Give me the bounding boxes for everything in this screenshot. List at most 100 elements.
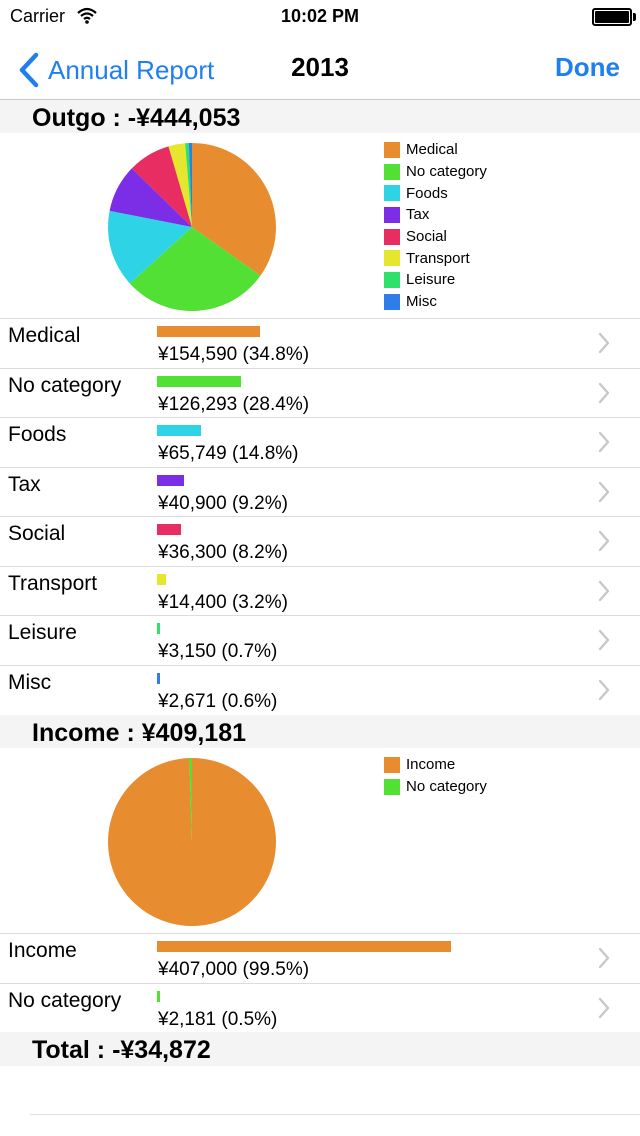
- category-name: Income: [8, 939, 77, 962]
- row-divider: [0, 466, 640, 468]
- legend-label: Social: [406, 228, 447, 246]
- category-amount: ¥126,293 (28.4%): [158, 393, 310, 415]
- category-amount: ¥40,900 (9.2%): [158, 492, 288, 514]
- income-legend-item: Income: [384, 754, 487, 776]
- row-divider: [0, 664, 640, 666]
- legend-swatch: [384, 250, 400, 267]
- amount-bar: [157, 326, 260, 337]
- outgo-row-leisure[interactable]: Leisure ¥3,150 (0.7%): [0, 615, 640, 664]
- category-name: Transport: [8, 571, 98, 595]
- legend-label: Tax: [406, 206, 430, 224]
- outgo-slice-transport: [168, 143, 192, 227]
- outgo-slice-tax: [109, 168, 192, 227]
- back-label: Annual Report: [48, 54, 215, 85]
- outgo-row-medical[interactable]: Medical ¥154,590 (34.8%): [0, 318, 640, 367]
- outgo-pie-chart: [107, 143, 276, 311]
- chevron-right-icon: [598, 481, 610, 502]
- category-name: No category: [8, 988, 122, 1012]
- amount-bar: [157, 425, 201, 436]
- legend-label: No category: [406, 778, 487, 796]
- done-button[interactable]: Done: [555, 52, 620, 82]
- chevron-right-icon: [598, 997, 610, 1018]
- navigation-bar: Annual Report 2013 Done: [0, 40, 640, 100]
- category-amount: ¥65,749 (14.8%): [158, 443, 299, 464]
- status-bar: Carrier 10:02 PM: [0, 0, 640, 40]
- chevron-right-icon: [598, 530, 610, 552]
- category-amount: ¥36,300 (8.2%): [158, 542, 288, 563]
- amount-bar: [157, 990, 160, 1002]
- income-section-header: Income : ¥409,181: [0, 715, 640, 748]
- amount-bar: [157, 524, 182, 535]
- legend-swatch: [384, 206, 400, 223]
- category-amount: ¥154,590 (34.8%): [158, 344, 310, 365]
- outgo-chart-area: Medical No category Foods Tax Social Transpor…: [0, 133, 640, 318]
- category-amount: ¥2,671 (0.6%): [158, 690, 278, 712]
- chevron-right-icon: [598, 382, 610, 403]
- chevron-right-icon: [598, 580, 610, 601]
- amount-bar: [157, 474, 185, 486]
- outgo-slice-social: [131, 146, 192, 227]
- legend-swatch: [384, 778, 400, 795]
- chevron-right-icon: [598, 947, 610, 969]
- total-section: Total : -¥34,872: [0, 1032, 640, 1066]
- outgo-total: Outgo : -¥444,053: [32, 104, 241, 132]
- outgo-legend-item: Foods: [384, 182, 487, 204]
- legend-label: Income: [406, 756, 456, 774]
- row-divider: [0, 615, 640, 616]
- row-divider: [0, 367, 640, 369]
- outgo-legend-item: Misc: [384, 291, 487, 313]
- outgo-legend: Medical No category Foods Tax Social Transpor…: [384, 139, 487, 313]
- outgo-row-foods[interactable]: Foods ¥65,749 (14.8%): [0, 417, 640, 466]
- outgo-legend-item: Tax: [384, 204, 487, 226]
- back-button[interactable]: Annual Report: [18, 50, 214, 90]
- income-row-income[interactable]: Income ¥407,000 (99.5%): [0, 933, 640, 982]
- category-name: Tax: [8, 472, 41, 496]
- income-slice-income: [108, 758, 277, 926]
- amount-bar: [157, 941, 451, 952]
- total-label: Total : -¥34,872: [32, 1036, 211, 1064]
- chevron-left-icon: [19, 52, 39, 88]
- row-divider: [0, 516, 640, 517]
- income-chart-area: Income No category: [0, 748, 640, 933]
- wifi-icon: [77, 7, 97, 24]
- legend-swatch: [384, 185, 400, 202]
- legend-swatch: [384, 293, 400, 310]
- divider: [30, 1114, 640, 1115]
- outgo-row-misc[interactable]: Misc ¥2,671 (0.6%): [0, 664, 640, 714]
- chevron-right-icon: [598, 332, 610, 354]
- row-divider: [0, 318, 640, 319]
- row-divider: [0, 417, 640, 418]
- legend-swatch: [384, 141, 400, 158]
- outgo-slice-misc: [188, 143, 192, 227]
- legend-label: No category: [406, 163, 487, 181]
- legend-swatch: [384, 756, 400, 773]
- outgo-legend-item: Leisure: [384, 269, 487, 291]
- category-name: Leisure: [8, 621, 77, 644]
- outgo-slice-leisure: [185, 143, 192, 227]
- outgo-slice-medical: [192, 143, 276, 276]
- chevron-right-icon: [598, 629, 610, 651]
- legend-swatch: [384, 271, 400, 288]
- category-name: Social: [8, 522, 66, 545]
- category-amount: ¥2,181 (0.5%): [158, 1008, 278, 1030]
- income-row-no-category[interactable]: No category ¥2,181 (0.5%): [0, 982, 640, 1032]
- page-title: 2013: [291, 52, 349, 82]
- income-pie-chart: [108, 758, 277, 926]
- category-name: Misc: [8, 670, 52, 694]
- outgo-row-no-category[interactable]: No category ¥126,293 (28.4%): [0, 367, 640, 417]
- battery-icon: [592, 8, 636, 26]
- outgo-slice-no-category: [129, 227, 261, 311]
- category-name: Foods: [8, 423, 67, 446]
- outgo-section-header: Outgo : -¥444,053: [0, 100, 640, 133]
- legend-label: Transport: [406, 249, 470, 267]
- amount-bar: [157, 672, 160, 684]
- outgo-legend-item: Medical: [384, 139, 487, 161]
- legend-swatch: [384, 228, 400, 245]
- chevron-right-icon: [598, 431, 610, 453]
- outgo-row-transport[interactable]: Transport ¥14,400 (3.2%): [0, 565, 640, 615]
- outgo-row-social[interactable]: Social ¥36,300 (8.2%): [0, 516, 640, 565]
- category-name: No category: [8, 373, 122, 397]
- legend-label: Foods: [406, 184, 448, 202]
- category-amount: ¥407,000 (99.5%): [158, 959, 310, 980]
- outgo-row-tax[interactable]: Tax ¥40,900 (9.2%): [0, 466, 640, 516]
